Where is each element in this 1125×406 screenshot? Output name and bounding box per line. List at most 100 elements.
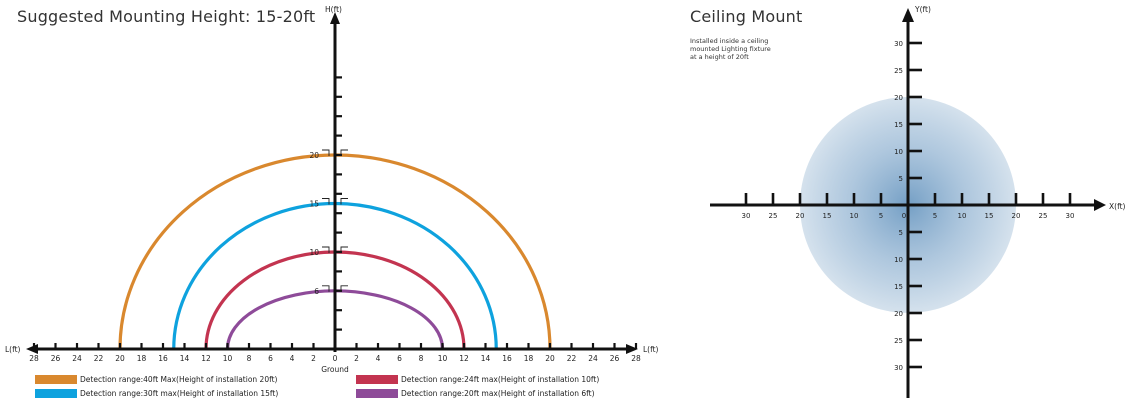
ceiling-mount-note: Installed inside a ceiling mounted Light… [690,37,771,61]
length-tick-label: 18 [137,354,147,363]
legend-label: Detection range:30ft max(Height of insta… [80,389,279,398]
height-marker-label: 15 [309,200,319,209]
legend-swatch [35,389,77,398]
length-tick-label: 28 [631,354,641,363]
note-line: Installed inside a ceiling [690,37,769,45]
length-tick-label: 10 [438,354,448,363]
height-marker-bracket [340,149,348,156]
y-axis-ticks: 30 25 20 15 10 5 5 10 15 20 25 30 [894,40,922,372]
length-tick-label: 18 [524,354,534,363]
height-marker-label: 10 [309,248,319,257]
x-tick-label: 25 [1039,212,1048,220]
x-axis-arrow-icon [1094,199,1106,211]
length-tick-label: 26 [51,354,61,363]
y-tick-label: 25 [894,67,903,75]
y-tick-label: 5 [899,229,903,237]
x-tick-label: 25 [769,212,778,220]
length-axis-left-arrow-icon [26,344,38,354]
right-diagram-title: Ceiling Mount [690,7,803,26]
legend-item-orange: Detection range:40ft Max(Height of insta… [35,375,277,384]
length-tick-label: 0 [333,354,338,363]
y-tick-label: 30 [894,40,903,48]
length-tick-label: 12 [201,354,211,363]
length-tick-label: 8 [419,354,424,363]
note-line: mounted Lighting fixture [690,45,771,53]
x-tick-label: 5 [933,212,937,220]
length-tick-label: 16 [502,354,512,363]
height-marker-label: 6 [314,287,319,296]
x-tick-label: 15 [985,212,994,220]
length-tick-label: 4 [376,354,381,363]
y-axis-label: Y(ft) [914,5,931,14]
height-marker-label: 20 [309,151,319,160]
right-diagram: 30 25 20 15 10 5 0 5 10 15 20 25 30 30 25 20 15 10 5 5 10 15… [710,5,1125,398]
height-axis-ticks [335,76,342,331]
y-tick-label: 30 [894,364,903,372]
x-tick-label: 5 [879,212,883,220]
length-axis-ticks: 28 26 24 22 20 18 16 14 12 10 8 6 4 2 0 2 4 6 8 10 12 14 16 18 2… [29,343,641,363]
y-tick-label: 20 [894,310,903,318]
note-line: at a height of 20ft [690,53,749,61]
legend-label: Detection range:24ft max(Height of insta… [401,375,600,384]
x-axis-ticks: 30 25 20 15 10 5 0 5 10 15 20 25 30 [742,193,1075,220]
legend-item-red: Detection range:24ft max(Height of insta… [356,375,599,384]
height-marker-bracket [322,149,330,156]
height-marker-bracket [340,198,348,205]
height-axis-arrow-icon [330,12,340,24]
legend-label: Detection range:20ft max(Height of insta… [401,389,595,398]
y-axis-arrow-icon [902,8,914,22]
x-tick-label: 30 [1066,212,1075,220]
length-tick-label: 26 [610,354,620,363]
length-tick-label: 14 [180,354,190,363]
x-tick-label: 20 [796,212,805,220]
length-tick-label: 24 [588,354,598,363]
height-marker-bracket [340,246,348,253]
height-marker-bracket [340,285,348,292]
legend-item-purple: Detection range:20ft max(Height of insta… [356,389,595,398]
legend-label: Detection range:40ft Max(Height of insta… [80,375,278,384]
length-tick-label: 8 [247,354,252,363]
height-marker-bracket [322,198,330,205]
ground-label: Ground [321,365,349,374]
x-tick-label: 10 [850,212,859,220]
legend-item-blue: Detection range:30ft max(Height of insta… [35,389,278,398]
length-tick-label: 2 [354,354,359,363]
y-tick-label: 15 [894,283,903,291]
y-tick-label: 20 [894,94,903,102]
height-markers: 20 15 10 6 [309,149,348,296]
y-tick-label: 10 [894,148,903,156]
length-tick-label: 20 [115,354,125,363]
x-tick-label: 15 [823,212,832,220]
x-tick-label: 30 [742,212,751,220]
y-tick-label: 5 [899,175,903,183]
length-axis-label-left: L(ft) [5,345,21,354]
length-tick-label: 12 [459,354,469,363]
length-tick-label: 6 [397,354,402,363]
height-marker-bracket [322,246,330,253]
length-axis-right-arrow-icon [626,344,638,354]
y-tick-label: 10 [894,256,903,264]
length-tick-label: 20 [545,354,555,363]
x-tick-label: 20 [1012,212,1021,220]
length-tick-label: 28 [29,354,39,363]
height-axis-label: H(ft) [325,5,342,14]
length-tick-label: 2 [311,354,316,363]
left-diagram-title: Suggested Mounting Height: 15-20ft [17,7,316,26]
y-tick-label: 15 [894,121,903,129]
legend-swatch [35,375,77,384]
length-tick-label: 16 [158,354,168,363]
x-tick-label: 10 [958,212,967,220]
length-tick-label: 24 [72,354,82,363]
length-axis-label-right: L(ft) [643,345,659,354]
length-tick-label: 14 [481,354,491,363]
legend-swatch [356,375,398,384]
x-axis-label: X(ft) [1109,202,1125,211]
length-tick-label: 22 [567,354,577,363]
y-tick-label: 25 [894,337,903,345]
length-tick-label: 10 [223,354,233,363]
height-marker-bracket [322,285,330,292]
legend-swatch [356,389,398,398]
